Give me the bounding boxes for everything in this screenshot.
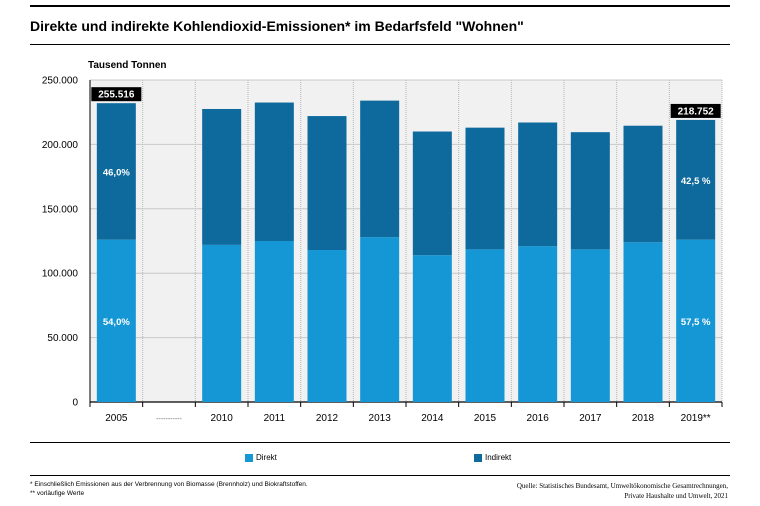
total-label-box bbox=[91, 87, 142, 102]
total-label: 218.752 bbox=[678, 106, 715, 117]
legend-item-direkt: Direkt bbox=[245, 453, 277, 462]
x-tick-label: 2019** bbox=[681, 413, 711, 424]
bar-indirekt-2017 bbox=[570, 132, 610, 250]
x-tick-label: 2010 bbox=[211, 413, 234, 424]
footnote-2: ** vorläufige Werte bbox=[30, 490, 85, 497]
legend-label-indirekt: Indirekt bbox=[485, 453, 512, 462]
bar-direkt-2018 bbox=[623, 242, 663, 402]
bar-indirekt-2013 bbox=[360, 100, 400, 238]
source-note: Quelle: Statistisches Bundesamt, Umweltö… bbox=[517, 481, 728, 501]
source-line-2: Private Haushalte und Umwelt, 2021 bbox=[624, 492, 728, 500]
chart-title: Direkte und indirekte Kohlendioxid-Emiss… bbox=[30, 18, 524, 34]
total-label: 255.516 bbox=[98, 90, 135, 101]
bar-indirekt-2018 bbox=[623, 125, 663, 243]
bar-indirekt-2015 bbox=[465, 127, 505, 250]
x-tick-label: 2012 bbox=[316, 413, 339, 424]
bar-direkt-2017 bbox=[570, 249, 610, 402]
y-tick-label: 100.000 bbox=[42, 269, 79, 280]
bar-direkt-2013 bbox=[360, 237, 400, 402]
bar-direkt-2005 bbox=[96, 239, 136, 402]
bar-direkt-2012 bbox=[307, 250, 347, 402]
x-tick-label: 2017 bbox=[579, 413, 602, 424]
plot-divider bbox=[30, 442, 730, 443]
bar-direkt-2011 bbox=[254, 241, 294, 402]
y-tick-label: 50.000 bbox=[47, 333, 78, 344]
x-tick-label: 2018 bbox=[632, 413, 655, 424]
x-tick-label: ----------- bbox=[156, 416, 182, 423]
bar-indirekt-2005 bbox=[96, 103, 136, 240]
source-line-1: Quelle: Statistisches Bundesamt, Umweltö… bbox=[516, 482, 728, 490]
bar-indirekt-2014 bbox=[412, 131, 452, 256]
total-label-box bbox=[670, 103, 721, 118]
x-tick-label: 2011 bbox=[264, 413, 286, 424]
share-label-direkt: 54,0% bbox=[103, 317, 130, 328]
x-tick-label: 2013 bbox=[369, 413, 392, 424]
top-rule bbox=[30, 5, 730, 7]
bar-indirekt-2011 bbox=[254, 102, 294, 241]
legend-swatch-indirekt bbox=[474, 453, 482, 462]
bar-indirekt-2012 bbox=[307, 116, 347, 251]
x-tick-label: 2016 bbox=[527, 413, 550, 424]
share-label-direkt: 57,5 % bbox=[681, 317, 711, 328]
bar-direkt-2014 bbox=[412, 255, 452, 402]
share-label-indirekt: 42,5 % bbox=[681, 176, 711, 187]
x-tick-label: 2015 bbox=[474, 413, 497, 424]
y-tick-label: 0 bbox=[72, 398, 78, 409]
bar-indirekt-2010 bbox=[202, 108, 242, 245]
bar-direkt-2015 bbox=[465, 249, 505, 402]
bar-indirekt-2016 bbox=[518, 122, 558, 247]
y-tick-label: 150.000 bbox=[42, 204, 79, 215]
legend-item-indirekt: Indirekt bbox=[474, 453, 511, 462]
y-tick-label: 250.000 bbox=[42, 76, 79, 87]
footer-divider bbox=[30, 475, 730, 476]
legend-label-direkt: Direkt bbox=[256, 453, 277, 462]
y-axis-label: Tausend Tonnen bbox=[88, 60, 167, 71]
y-tick-label: 200.000 bbox=[42, 140, 79, 151]
bar-direkt-2016 bbox=[518, 246, 558, 402]
bar-direkt-2010 bbox=[202, 244, 242, 402]
bar-direkt-2019 bbox=[676, 239, 716, 402]
legend-swatch-direkt bbox=[245, 453, 253, 462]
x-tick-label: 2014 bbox=[421, 413, 444, 424]
share-label-indirekt: 46,0% bbox=[103, 167, 130, 178]
x-tick-label: 2005 bbox=[105, 413, 128, 424]
bar-indirekt-2019 bbox=[676, 119, 716, 240]
title-divider bbox=[30, 44, 730, 45]
footnote-1: * Einschließlich Emissionen aus der Verb… bbox=[30, 481, 308, 488]
